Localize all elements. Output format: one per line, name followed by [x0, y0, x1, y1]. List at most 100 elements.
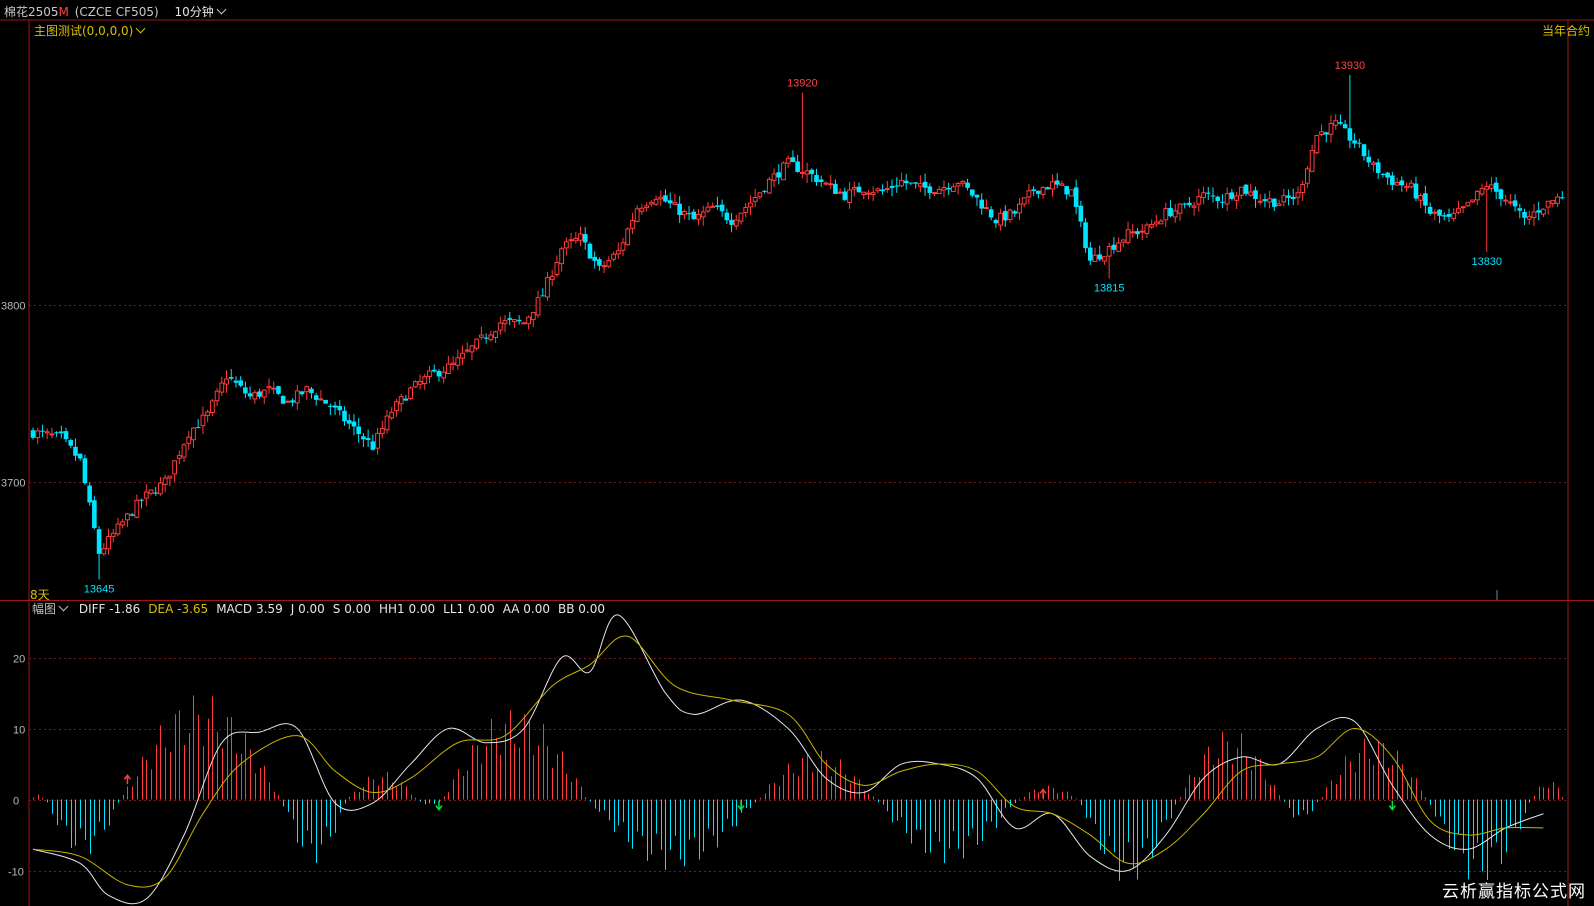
candle	[129, 512, 135, 517]
candle	[332, 401, 338, 416]
candle-body	[115, 523, 121, 535]
candle-body	[1064, 186, 1069, 195]
candle	[894, 177, 900, 193]
candle-body	[960, 180, 966, 184]
candle-body	[1125, 229, 1131, 244]
candle	[1366, 149, 1372, 168]
candle	[427, 365, 432, 384]
candle-body	[677, 203, 682, 215]
line-dea	[32, 635, 1544, 888]
candle	[1423, 185, 1428, 214]
candle	[1305, 166, 1310, 188]
candle	[87, 482, 92, 506]
candle	[1205, 187, 1211, 200]
candle-body	[870, 192, 876, 195]
candle	[903, 173, 909, 190]
candle-body	[1371, 162, 1376, 165]
candle	[1550, 200, 1556, 208]
candle-body	[181, 444, 187, 458]
candle	[1078, 200, 1084, 228]
candle-body	[592, 256, 597, 261]
candle-body	[162, 477, 168, 485]
candle-body	[195, 427, 201, 429]
candle	[1342, 119, 1348, 129]
candle-body	[1229, 192, 1235, 199]
candle	[833, 179, 838, 195]
candle	[653, 195, 659, 206]
candle-body	[1446, 213, 1452, 217]
candle	[361, 433, 366, 448]
line-diff	[32, 614, 1544, 905]
candle	[1130, 223, 1136, 238]
candle-body	[955, 183, 961, 187]
candle-body	[903, 180, 909, 184]
candle-body	[795, 161, 800, 172]
candle-body	[1187, 202, 1192, 206]
sub-indicator-selector[interactable]: 幅图	[32, 601, 69, 616]
candle	[1432, 208, 1438, 221]
candle	[1347, 74, 1353, 149]
candle-body	[521, 322, 527, 325]
candle	[1087, 241, 1093, 266]
candle-body	[1423, 193, 1428, 206]
candle	[205, 409, 211, 422]
candle-body	[686, 213, 692, 215]
candle	[1541, 208, 1546, 218]
candle	[988, 206, 994, 221]
candle	[828, 174, 834, 189]
candle	[563, 237, 569, 256]
candle	[960, 180, 966, 187]
candle	[1139, 223, 1145, 241]
indicator-value-bb: BB 0.00	[558, 602, 606, 616]
candle	[35, 428, 41, 445]
candle-body	[450, 362, 456, 366]
candle	[1036, 190, 1041, 199]
y-tick-label: -10	[8, 867, 24, 879]
candle-body	[337, 405, 343, 411]
candle-body	[658, 196, 664, 200]
watermark: 云析赢指标公式网	[1442, 882, 1586, 902]
candle	[861, 191, 867, 200]
candle	[502, 315, 508, 333]
candle-body	[143, 491, 149, 499]
candle-body	[125, 513, 130, 521]
candle	[1210, 187, 1216, 203]
candle	[1437, 209, 1442, 224]
candle-body	[318, 398, 324, 401]
symbol-badge: M	[58, 5, 69, 19]
candle	[328, 403, 333, 416]
candle	[667, 192, 673, 209]
candle-body	[1517, 208, 1523, 211]
candle	[691, 208, 697, 220]
candle	[266, 378, 272, 394]
candle	[73, 438, 78, 461]
candle-body	[1224, 193, 1230, 205]
candle-body	[1498, 189, 1504, 200]
candle	[1545, 200, 1551, 215]
candle	[1507, 194, 1513, 206]
candle-body	[946, 187, 951, 190]
candle	[1479, 183, 1485, 197]
indicator-values: DIFF -1.86 DEA -3.65 MACD 3.59 J 0.00 S 0.00…	[71, 602, 605, 616]
main-indicator-selector[interactable]: 主图测试(0,0,0,0)	[34, 22, 146, 39]
candle-body	[828, 183, 834, 186]
candle	[1116, 237, 1121, 253]
candle	[530, 312, 536, 327]
window-header: 棉花2505M (CZCE CF505) 10分钟	[4, 3, 227, 21]
candle	[1111, 237, 1117, 254]
period-selector[interactable]: 10分钟	[175, 4, 227, 19]
arrow-head	[1388, 805, 1396, 811]
indicator-value-j: J 0.00	[290, 602, 325, 616]
price-extreme-label: 13830	[1471, 256, 1502, 268]
candle-body	[370, 441, 376, 450]
candle-body	[1394, 182, 1400, 186]
candle-body	[200, 414, 206, 427]
y-tick-label: 10	[13, 725, 25, 737]
candle	[993, 218, 999, 228]
candle-body	[1399, 180, 1405, 186]
candle-body	[620, 242, 626, 251]
candle	[1191, 202, 1197, 216]
candle	[597, 257, 602, 271]
candle	[1069, 189, 1074, 197]
